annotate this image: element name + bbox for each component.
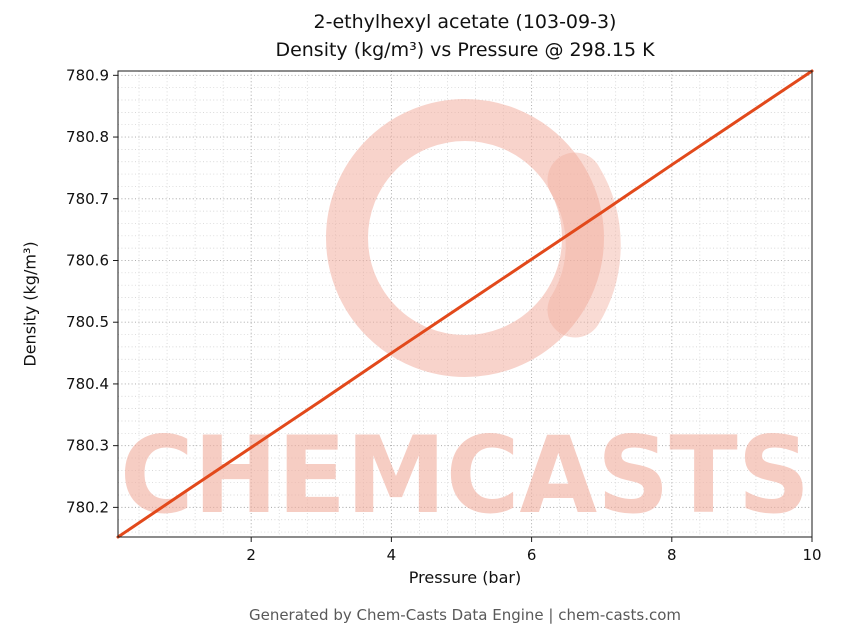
y-tick-label: 780.9 (66, 66, 109, 84)
density-line-series (116, 69, 814, 539)
chart-title: 2-ethylhexyl acetate (103-09-3) Density … (118, 8, 812, 64)
y-tick-label: 780.2 (66, 498, 109, 516)
x-axis-label: Pressure (bar) (408, 568, 522, 587)
y-tick-label: 780.5 (66, 313, 109, 331)
plot-frame (117, 70, 813, 538)
x-tick-label: 8 (667, 546, 677, 564)
watermark-circle-icon (326, 99, 604, 377)
y-tick-label: 780.4 (66, 375, 109, 393)
x-tick-label: 4 (387, 546, 397, 564)
x-tick-label: 6 (527, 546, 537, 564)
chart-title-line2: Density (kg/m³) vs Pressure @ 298.15 K (275, 39, 655, 61)
y-tick-label: 780.8 (66, 128, 109, 146)
y-tick-label: 780.3 (66, 437, 109, 455)
y-tick-label: 780.7 (66, 190, 109, 208)
footer-credit: Generated by Chem-Casts Data Engine | ch… (248, 606, 682, 624)
watermark-brush-icon (547, 152, 621, 338)
y-axis-label: Density (kg/m³) (20, 241, 40, 367)
chart-title-line1: 2-ethylhexyl acetate (103-09-3) (313, 11, 617, 33)
x-tick-label: 10 (802, 546, 821, 564)
y-tick-label: 780.6 (66, 251, 109, 269)
x-tick-label: 2 (246, 546, 256, 564)
watermark-text: CHEMCASTS (120, 414, 810, 537)
